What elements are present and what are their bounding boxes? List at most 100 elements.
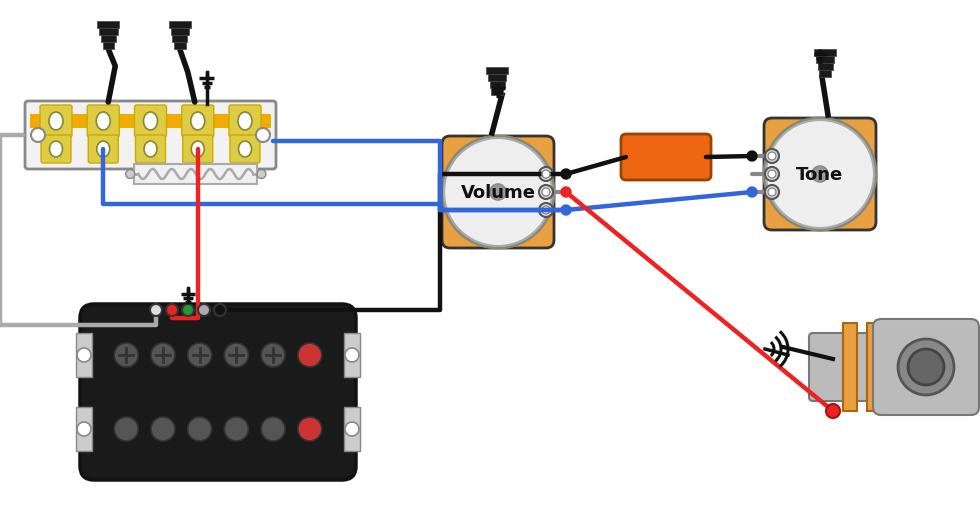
Text: Tone: Tone [797,166,844,184]
FancyBboxPatch shape [41,136,71,164]
FancyBboxPatch shape [229,106,261,138]
Bar [491,89,503,96]
Circle shape [539,204,553,218]
FancyBboxPatch shape [181,106,214,138]
Ellipse shape [238,142,252,158]
Bar [344,333,360,377]
FancyBboxPatch shape [134,165,258,185]
Bar [97,22,120,29]
Bar [99,29,118,36]
FancyBboxPatch shape [442,137,554,248]
Bar [819,71,831,78]
FancyBboxPatch shape [764,119,876,231]
Circle shape [561,170,571,180]
Circle shape [561,188,571,197]
Bar [76,333,92,377]
Circle shape [561,206,571,216]
Circle shape [214,305,226,316]
Bar [489,82,505,89]
Circle shape [444,139,552,246]
FancyBboxPatch shape [873,319,979,415]
FancyBboxPatch shape [87,106,120,138]
Circle shape [298,343,321,367]
Circle shape [224,343,248,367]
FancyBboxPatch shape [809,333,892,401]
Ellipse shape [191,113,205,131]
FancyBboxPatch shape [621,135,711,181]
Ellipse shape [144,142,157,158]
Circle shape [768,153,776,161]
Circle shape [539,168,553,182]
Ellipse shape [238,113,252,131]
FancyBboxPatch shape [80,305,356,480]
Ellipse shape [97,142,110,158]
Circle shape [77,348,91,362]
Circle shape [345,348,359,362]
Circle shape [826,404,840,418]
Circle shape [766,121,874,229]
Bar [172,36,187,43]
Ellipse shape [191,142,204,158]
Circle shape [224,417,248,441]
Bar [101,36,116,43]
FancyBboxPatch shape [25,102,276,170]
Bar [103,43,114,50]
Circle shape [168,307,176,315]
Circle shape [77,422,91,436]
Circle shape [256,129,270,143]
Ellipse shape [143,113,158,131]
Bar [867,323,881,411]
Bar [76,407,92,451]
FancyBboxPatch shape [182,136,213,164]
Circle shape [198,305,210,316]
Circle shape [768,189,776,196]
Circle shape [125,170,135,179]
Circle shape [768,171,776,179]
FancyBboxPatch shape [135,136,166,164]
Bar [843,323,857,411]
Circle shape [31,129,45,143]
Circle shape [151,343,175,367]
Circle shape [257,170,266,179]
Circle shape [542,207,550,215]
Circle shape [908,349,944,385]
Circle shape [115,343,138,367]
FancyBboxPatch shape [40,106,72,138]
Circle shape [345,422,359,436]
Circle shape [542,171,550,179]
Text: Volume: Volume [461,184,535,201]
Circle shape [542,189,550,196]
FancyBboxPatch shape [134,106,167,138]
Circle shape [490,184,506,200]
Circle shape [764,119,876,231]
FancyBboxPatch shape [230,136,260,164]
Bar [488,75,507,82]
Bar [814,50,836,57]
Circle shape [539,186,553,199]
Circle shape [765,149,779,164]
Circle shape [182,305,194,316]
Ellipse shape [49,113,63,131]
Circle shape [261,343,285,367]
Circle shape [261,417,285,441]
Bar [486,68,508,75]
Circle shape [187,343,212,367]
Circle shape [115,417,138,441]
Bar [344,407,360,451]
Circle shape [747,152,757,162]
Ellipse shape [96,113,111,131]
Bar [174,43,185,50]
Circle shape [442,137,554,248]
Circle shape [298,417,321,441]
Bar [169,22,191,29]
Bar [30,115,271,129]
Circle shape [187,417,212,441]
Circle shape [150,305,162,316]
FancyBboxPatch shape [88,136,119,164]
Circle shape [166,305,178,316]
Circle shape [898,339,954,395]
Bar [171,29,189,36]
Circle shape [151,417,175,441]
Circle shape [765,186,779,199]
Circle shape [765,168,779,182]
